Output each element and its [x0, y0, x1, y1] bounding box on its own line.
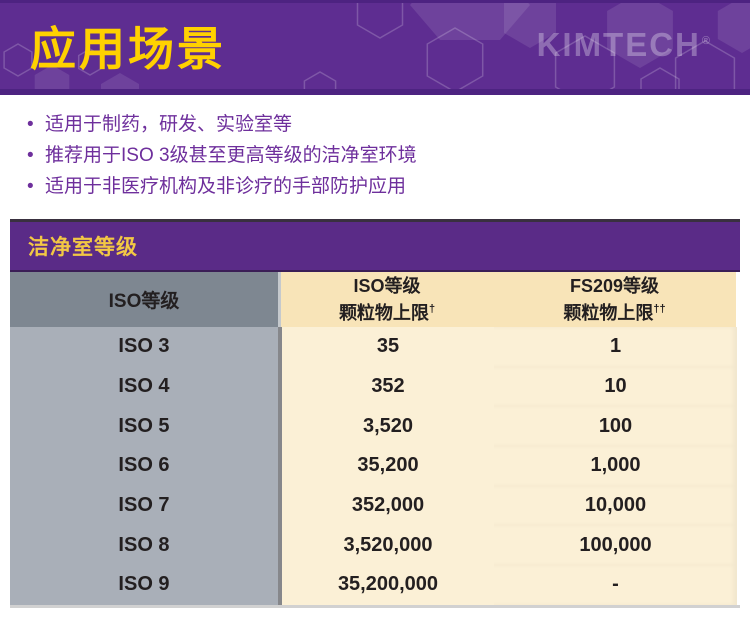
dagger-icon: †: [428, 302, 436, 315]
col-header-iso-class: ISO等级: [10, 272, 282, 327]
col-header-iso-limit: ISO等级 颗粒物上限†: [281, 272, 493, 327]
fs209-limit-cell: 100: [494, 406, 737, 447]
iso-class-cell: ISO 8: [10, 525, 282, 566]
iso-limit-cell: 35: [282, 327, 494, 367]
iso-limit-cell: 352,000: [282, 485, 494, 526]
kimtech-logo-text: KIMTECH: [536, 26, 701, 64]
registered-mark-icon: ®: [701, 35, 712, 48]
table-header-row: ISO等级 ISO等级 颗粒物上限† FS209等级 颗粒物上限††: [10, 272, 740, 327]
iso-class-cell: ISO 7: [10, 485, 282, 526]
iso-limit-cell: 352: [282, 366, 494, 407]
table-row: ISO 9 35,200,000 -: [10, 565, 740, 605]
table-row: ISO 4 352 10: [10, 366, 740, 407]
table-body: ISO 3 35 1 ISO 4 352 10 ISO 5 3,520 100 …: [10, 327, 740, 608]
kimtech-logo: KIMTECH®: [537, 26, 712, 64]
page-title: 应用场景: [30, 23, 226, 75]
iso-limit-cell: 35,200,000: [282, 565, 494, 605]
fs209-limit-cell: 1: [494, 327, 737, 367]
iso-limit-cell: 35,200: [282, 446, 494, 486]
fs209-limit-cell: -: [494, 565, 737, 605]
iso-class-cell: ISO 9: [10, 565, 282, 605]
fs209-limit-cell: 10: [494, 366, 737, 407]
bullet-list: 适用于制药，研发、实验室等 推荐用于ISO 3级甚至更高等级的洁净室环境 适用于…: [27, 109, 750, 202]
iso-class-cell: ISO 5: [10, 406, 282, 447]
bullet-item: 适用于非医疗机构及非诊疗的手部防护应用: [27, 171, 750, 202]
bullet-item: 推荐用于ISO 3级甚至更高等级的洁净室环境: [27, 140, 750, 171]
table-row: ISO 7 352,000 10,000: [10, 485, 740, 526]
double-dagger-icon: ††: [653, 302, 666, 315]
iso-class-cell: ISO 3: [10, 327, 282, 367]
table-row: ISO 6 35,200 1,000: [10, 446, 740, 486]
hexagon-pattern-icon: [3, 3, 750, 89]
fs209-limit-cell: 10,000: [494, 485, 737, 526]
fs209-limit-cell: 100,000: [494, 525, 737, 566]
table-row: ISO 8 3,520,000 100,000: [10, 525, 740, 566]
col-header-fs209-limit: FS209等级 颗粒物上限††: [493, 272, 736, 327]
iso-limit-cell: 3,520,000: [282, 525, 494, 566]
bullet-item: 适用于制药，研发、实验室等: [27, 109, 750, 140]
banner: 应用场景 KIMTECH®: [0, 0, 750, 95]
iso-limit-cell: 3,520: [282, 406, 494, 447]
table-row: ISO 3 35 1: [10, 327, 740, 367]
iso-class-cell: ISO 4: [10, 366, 282, 407]
fs209-limit-cell: 1,000: [494, 446, 737, 486]
table-row: ISO 5 3,520 100: [10, 406, 740, 447]
table-title: 洁净室等级: [10, 222, 740, 272]
iso-class-cell: ISO 6: [10, 446, 282, 486]
cleanroom-class-table: 洁净室等级 ISO等级 ISO等级 颗粒物上限† FS209等级 颗粒物上限††…: [10, 219, 740, 608]
